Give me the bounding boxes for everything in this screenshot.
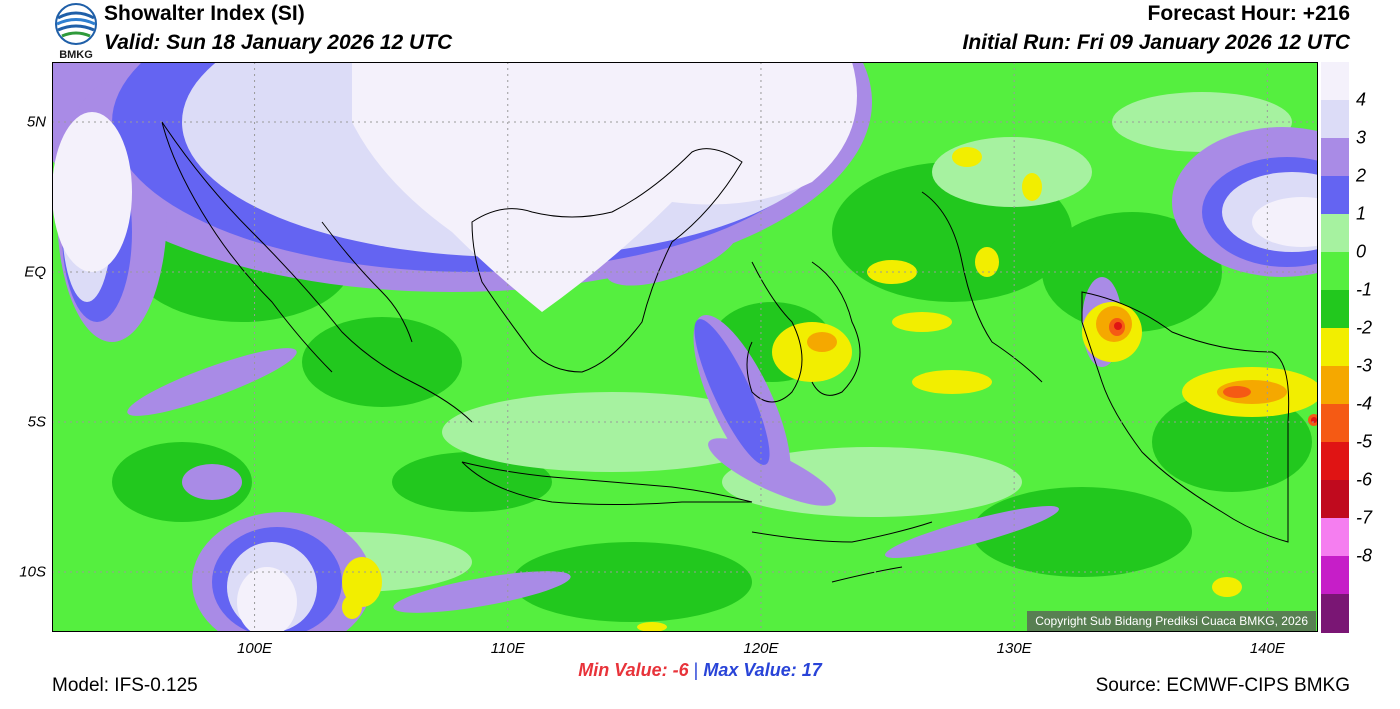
min-max-values: Min Value: -6 | Max Value: 17 xyxy=(0,660,1400,681)
colorbar-label: -7 xyxy=(1356,507,1373,528)
colorbar-block xyxy=(1321,290,1349,329)
copyright-notice: Copyright Sub Bidang Prediksi Cuaca BMKG… xyxy=(1027,611,1316,631)
colorbar-label: 1 xyxy=(1356,203,1367,224)
logo-text: BMKG xyxy=(59,49,93,60)
valid-time: Valid: Sun 18 January 2026 12 UTC xyxy=(104,31,453,54)
field-white xyxy=(52,62,1318,632)
colorbar-label: 2 xyxy=(1356,165,1367,186)
colorbar-block xyxy=(1321,100,1349,139)
bmkg-logo: BMKG xyxy=(50,2,102,61)
colorbar-block xyxy=(1321,594,1349,633)
chart-title: Showalter Index (SI) xyxy=(104,2,305,25)
lon-label-100e: 100E xyxy=(237,640,273,657)
colorbar xyxy=(1321,62,1349,633)
lat-label-5s: 5S xyxy=(27,413,46,431)
colorbar-block xyxy=(1321,518,1349,557)
colorbar-block xyxy=(1321,252,1349,291)
initial-run: Initial Run: Fri 09 January 2026 12 UTC xyxy=(962,31,1350,54)
colorbar-label: -2 xyxy=(1356,317,1373,338)
colorbar-block xyxy=(1321,404,1349,443)
source-info: Source: ECMWF-CIPS BMKG xyxy=(1095,675,1350,696)
colorbar-label: 0 xyxy=(1356,241,1367,262)
colorbar-label: -6 xyxy=(1356,469,1373,490)
map-frame xyxy=(52,62,1318,632)
colorbar-block xyxy=(1321,214,1349,253)
min-label: Min Value: xyxy=(578,660,668,680)
map-grid xyxy=(52,62,1318,632)
colorbar-label: -8 xyxy=(1356,545,1373,566)
colorbar-block xyxy=(1321,480,1349,519)
si-map xyxy=(52,62,1318,632)
colorbar-label: -5 xyxy=(1356,431,1373,452)
field-yellow xyxy=(342,147,1318,632)
max-label: Max Value: xyxy=(703,660,797,680)
colorbar-block xyxy=(1321,176,1349,215)
lon-label-120e: 120E xyxy=(743,640,779,657)
map-svg xyxy=(52,62,1318,632)
lat-label-5n: 5N xyxy=(26,113,46,131)
coastlines xyxy=(161,121,1290,583)
colorbar-label: -3 xyxy=(1356,355,1373,376)
separator: | xyxy=(693,660,699,680)
colorbar-block xyxy=(1321,328,1349,367)
max-value: 17 xyxy=(801,660,822,680)
lon-label-140e: 140E xyxy=(1249,640,1285,657)
colorbar-block xyxy=(1321,62,1349,101)
lat-label-10s: 10S xyxy=(19,563,46,581)
colorbar-block xyxy=(1321,366,1349,405)
lon-label-130e: 130E xyxy=(996,640,1032,657)
min-value: -6 xyxy=(672,660,689,680)
colorbar-label: -1 xyxy=(1356,279,1373,300)
lon-label-110e: 110E xyxy=(490,640,525,657)
colorbar-block xyxy=(1321,556,1349,595)
map-fields xyxy=(52,62,1318,632)
colorbar-label: -4 xyxy=(1356,393,1373,414)
colorbar-label: 3 xyxy=(1356,127,1367,148)
forecast-hour: Forecast Hour: +216 xyxy=(1147,2,1351,25)
colorbar-block xyxy=(1321,138,1349,177)
colorbar-label: 4 xyxy=(1356,89,1367,110)
lat-label-eq: EQ xyxy=(24,263,46,281)
model-info: Model: IFS-0.125 xyxy=(52,675,198,696)
colorbar-block xyxy=(1321,442,1349,481)
